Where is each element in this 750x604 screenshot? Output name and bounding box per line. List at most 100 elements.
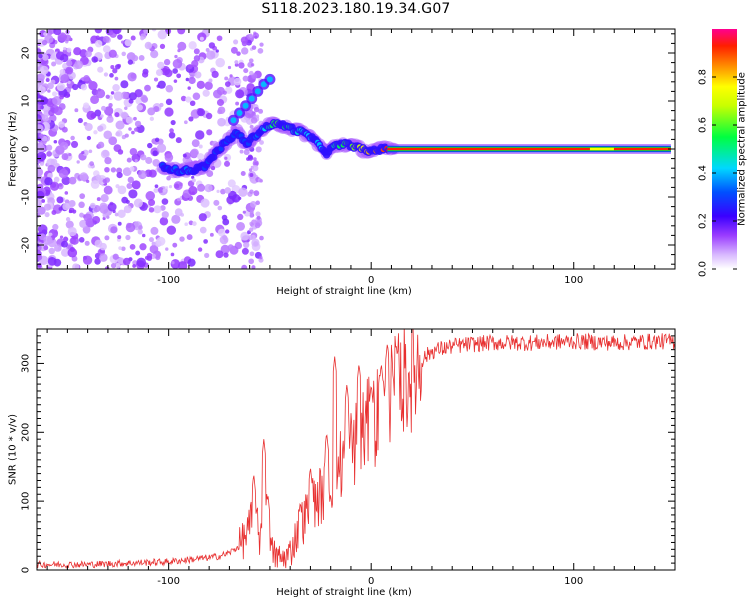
noise-speck (102, 149, 110, 157)
bot-ytick-label: 100 (21, 492, 32, 511)
spectrogram-plot (37, 29, 671, 269)
noise-speck (216, 98, 225, 107)
noise-speck (113, 91, 124, 101)
noise-speck (202, 89, 210, 97)
noise-speck (65, 66, 74, 75)
noise-speck (94, 258, 101, 265)
noise-speck (198, 144, 203, 149)
noise-speck (79, 212, 84, 218)
noise-speck (46, 144, 53, 151)
noise-speck (140, 36, 145, 41)
noise-speck (148, 207, 155, 213)
noise-speck (169, 128, 174, 133)
noise-speck (117, 149, 124, 155)
noise-speck (58, 168, 69, 179)
noise-speck (37, 62, 40, 67)
noise-speck (259, 42, 264, 47)
noise-speck (215, 57, 225, 68)
carrier-dip (589, 147, 614, 151)
noise-speck (153, 77, 159, 82)
noise-speck (78, 201, 85, 209)
noise-speck (80, 83, 88, 91)
noise-speck (195, 130, 205, 140)
top-xlabel: Height of straight line (km) (276, 286, 412, 297)
noise-speck (189, 100, 196, 107)
noise-speck (148, 199, 156, 207)
noise-speck (78, 79, 83, 83)
noise-speck (254, 222, 261, 229)
noise-speck (60, 248, 70, 257)
noise-speck (171, 214, 181, 224)
noise-speck (224, 86, 233, 94)
noise-speck (47, 89, 51, 93)
noise-speck (253, 190, 260, 197)
noise-speck (74, 60, 83, 70)
noise-speck (37, 124, 44, 134)
noise-speck (129, 244, 136, 250)
noise-speck (141, 233, 146, 238)
branch-blob (266, 76, 273, 83)
noise-speck (68, 176, 77, 185)
noise-speck (114, 212, 119, 217)
noise-speck (116, 171, 123, 179)
branch-blob (260, 81, 267, 88)
noise-speck (151, 50, 158, 57)
noise-speck (199, 36, 204, 41)
noise-speck (176, 197, 181, 202)
noise-speck (53, 29, 62, 36)
noise-speck (174, 183, 180, 189)
noise-speck (83, 74, 90, 82)
noise-speck (243, 68, 249, 74)
noise-speck (64, 191, 69, 195)
noise-speck (188, 41, 197, 50)
noise-speck (133, 127, 139, 132)
noise-speck (90, 180, 100, 189)
bot-ylabel: SNR (10 * v/v) (8, 414, 19, 485)
noise-speck (49, 181, 60, 191)
noise-speck (197, 183, 206, 192)
noise-speck (66, 60, 73, 67)
noise-speck (230, 46, 238, 54)
noise-speck (70, 140, 79, 148)
noise-speck (191, 60, 199, 68)
noise-speck (224, 81, 231, 87)
noise-speck (236, 51, 241, 56)
noise-speck (37, 198, 42, 208)
noise-speck (99, 253, 108, 262)
noise-speck (135, 97, 143, 105)
noise-speck (79, 219, 88, 229)
noise-speck (136, 257, 147, 268)
noise-speck (197, 108, 206, 117)
noise-speck (166, 225, 177, 235)
noise-speck (191, 178, 196, 183)
noise-speck (102, 216, 106, 221)
noise-speck (236, 221, 246, 231)
noise-speck (138, 225, 143, 230)
noise-speck (48, 247, 55, 255)
noise-speck (37, 143, 45, 153)
noise-speck (37, 151, 47, 162)
noise-speck (220, 188, 226, 195)
noise-speck (77, 118, 83, 124)
noise-speck (164, 185, 169, 190)
top-ylabel: Frequency (Hz) (8, 111, 19, 187)
noise-speck (82, 225, 91, 234)
noise-speck (39, 133, 44, 139)
noise-speck (117, 209, 126, 218)
bot-xlabel: Height of straight line (km) (276, 587, 412, 598)
noise-speck (85, 50, 92, 58)
noise-speck (37, 73, 45, 82)
noise-speck (55, 51, 65, 60)
noise-speck (150, 226, 159, 235)
top-ytick-label: 20 (21, 47, 32, 60)
noise-speck (140, 94, 148, 102)
noise-speck (165, 247, 169, 251)
noise-speck (164, 153, 174, 162)
noise-speck (50, 54, 56, 60)
bot-ytick-label: 200 (21, 423, 32, 442)
noise-speck (125, 222, 136, 233)
noise-speck (45, 78, 50, 82)
noise-speck (52, 223, 59, 231)
noise-speck (129, 166, 135, 172)
noise-speck (156, 236, 166, 246)
